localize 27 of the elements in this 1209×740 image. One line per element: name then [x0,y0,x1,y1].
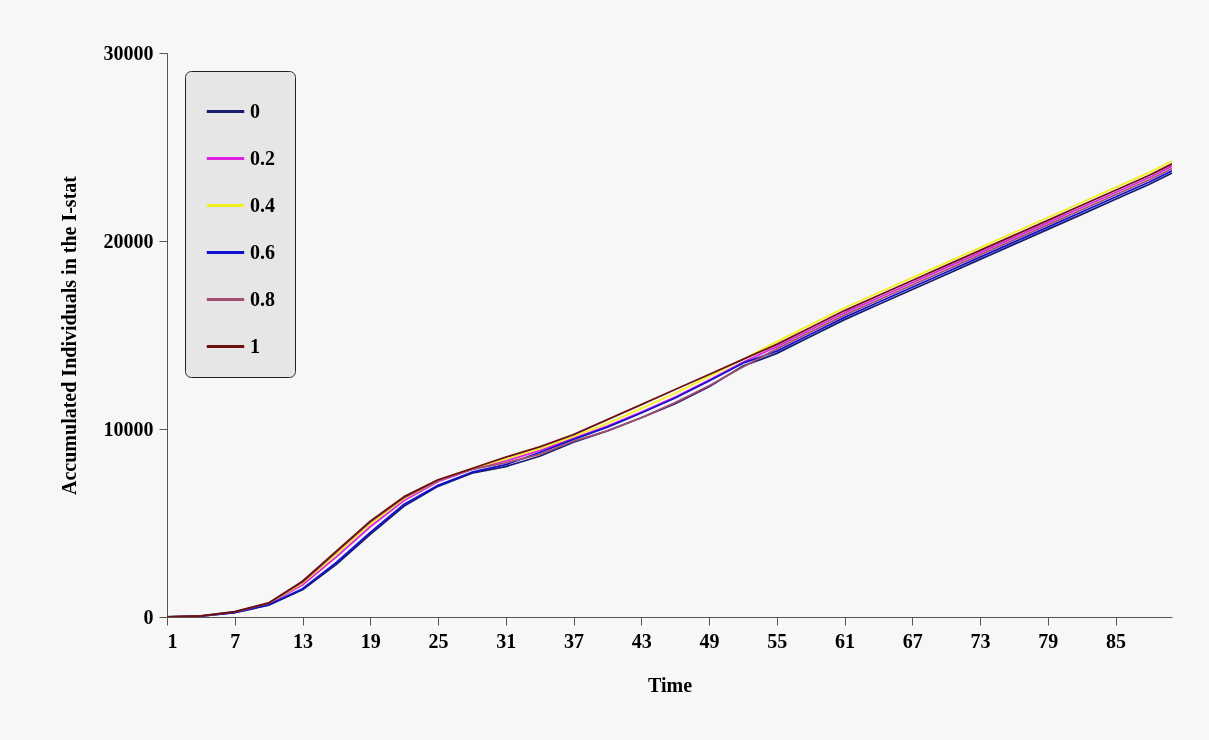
x-tick-label: 67 [902,629,923,652]
x-tick-label: 7 [230,629,241,652]
legend-label: 1 [250,334,260,357]
y-tick-label: 10000 [103,417,154,440]
x-tick-label: 85 [1106,629,1127,652]
legend-label: 0.2 [250,146,275,169]
x-tick-label: 19 [360,629,381,652]
x-tick-label: 55 [767,629,788,652]
x-tick-label: 37 [564,629,585,652]
legend-label: 0.8 [250,287,275,310]
x-tick-label: 1 [167,629,178,652]
x-tick-label: 61 [835,629,856,652]
x-tick-label: 73 [970,629,991,652]
x-tick-label: 25 [428,629,449,652]
x-tick-label: 31 [496,629,517,652]
legend-label: 0 [250,99,260,122]
x-tick-label: 13 [293,629,314,652]
legend-label: 0.6 [250,240,275,263]
y-axis-title: Accumulated Individuals in the I-stat [57,175,80,495]
y-tick-label: 20000 [103,229,154,252]
x-tick-label: 43 [631,629,652,652]
legend-label: 0.4 [250,193,275,216]
y-tick-label: 30000 [103,41,154,64]
y-tick-label: 0 [143,605,154,628]
x-axis-title: Time [647,673,693,696]
x-tick-label: 49 [699,629,720,652]
x-tick-label: 79 [1038,629,1059,652]
